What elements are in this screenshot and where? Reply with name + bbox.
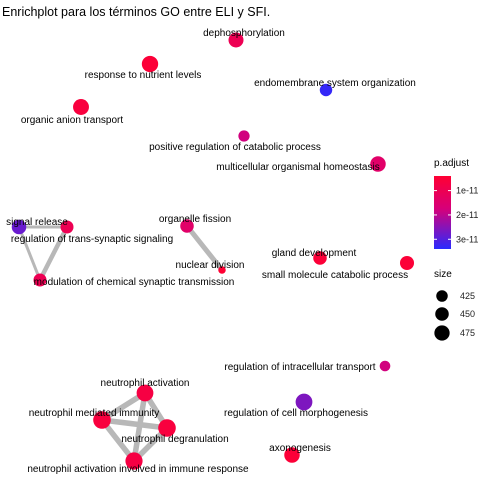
label-anion: organic anion transport (21, 115, 124, 126)
label-ndegran: neutrophil degranulation (121, 434, 228, 445)
label-axono: axonogenesis (269, 443, 331, 454)
legend-colorbar (434, 176, 451, 249)
legend-color-title: p.adjust (434, 158, 469, 169)
node-homeo (370, 156, 386, 172)
node-layer (11, 32, 415, 470)
label-endomem: endomembrane system organization (254, 78, 416, 89)
legend-size-title: size (434, 269, 452, 280)
label-transsyn: regulation of trans-synaptic signaling (11, 234, 173, 245)
label-smallmol: small molecule catabolic process (262, 270, 408, 281)
label-nmedimm: neutrophil mediated immunity (29, 408, 160, 419)
legend-size-tick-label: 475 (460, 328, 475, 338)
legend-size-dot (434, 325, 450, 341)
label-fission: organelle fission (159, 214, 231, 225)
label-nactimm: neutrophil activation involved in immune… (27, 464, 249, 475)
node-endomem (319, 83, 333, 97)
label-chemsyn: modulation of chemical synaptic transmis… (34, 277, 235, 288)
node-signal (11, 219, 27, 235)
node-catabolic (238, 130, 250, 142)
label-signal: signal release (6, 217, 68, 228)
legend-size-dot (435, 307, 449, 321)
edge-signal-chemsyn (17, 225, 42, 282)
label-catabolic: positive regulation of catabolic process (149, 142, 321, 153)
label-gland: gland development (272, 248, 357, 259)
edge-nmedimm-ndegran (99, 417, 170, 431)
node-nactimm (125, 452, 143, 470)
legend: p.adjust 1e-11 2e-11 3e-11 size 425 450 475 (434, 158, 478, 341)
legend-color-tick-label: 3e-11 (456, 234, 478, 244)
node-nmedimm (93, 411, 111, 429)
node-intracell (379, 360, 391, 372)
node-transsyn (60, 220, 74, 234)
label-nuclear: nuclear division (176, 260, 245, 271)
label-dephos: dephosphorylation (203, 28, 285, 39)
chart-title: Enrichplot para los términos GO entre EL… (2, 5, 271, 19)
label-nutrient: response to nutrient levels (85, 70, 202, 81)
legend-size-dot (436, 290, 448, 302)
label-homeo: multicellular organismal homeostasis (216, 162, 379, 173)
node-chemsyn (33, 273, 47, 287)
label-intracell: regulation of intracellular transport (224, 362, 375, 373)
node-gland (313, 251, 327, 265)
node-fission (180, 219, 194, 233)
edge-transsyn-chemsyn (37, 224, 70, 283)
node-ndegran (158, 419, 176, 437)
node-cellmorph (295, 393, 313, 411)
legend-size-tick-label: 450 (460, 309, 475, 319)
node-smallmol (399, 255, 415, 271)
node-nuclear (218, 266, 226, 274)
node-nactiv (136, 384, 154, 402)
legend-color-tick-label: 1e-11 (456, 186, 478, 196)
legend-size-tick-label: 425 (460, 291, 475, 301)
label-layer: dephosphorylation response to nutrient le… (6, 28, 416, 475)
node-anion (73, 99, 89, 115)
node-axono (284, 447, 300, 463)
legend-color-tick-label: 2e-11 (456, 210, 478, 220)
node-nutrient (141, 55, 159, 73)
label-nactiv: neutrophil activation (101, 378, 190, 389)
edge-fission-nuclear (184, 223, 225, 273)
label-cellmorph: regulation of cell morphogenesis (224, 408, 368, 419)
node-dephos (228, 32, 244, 48)
